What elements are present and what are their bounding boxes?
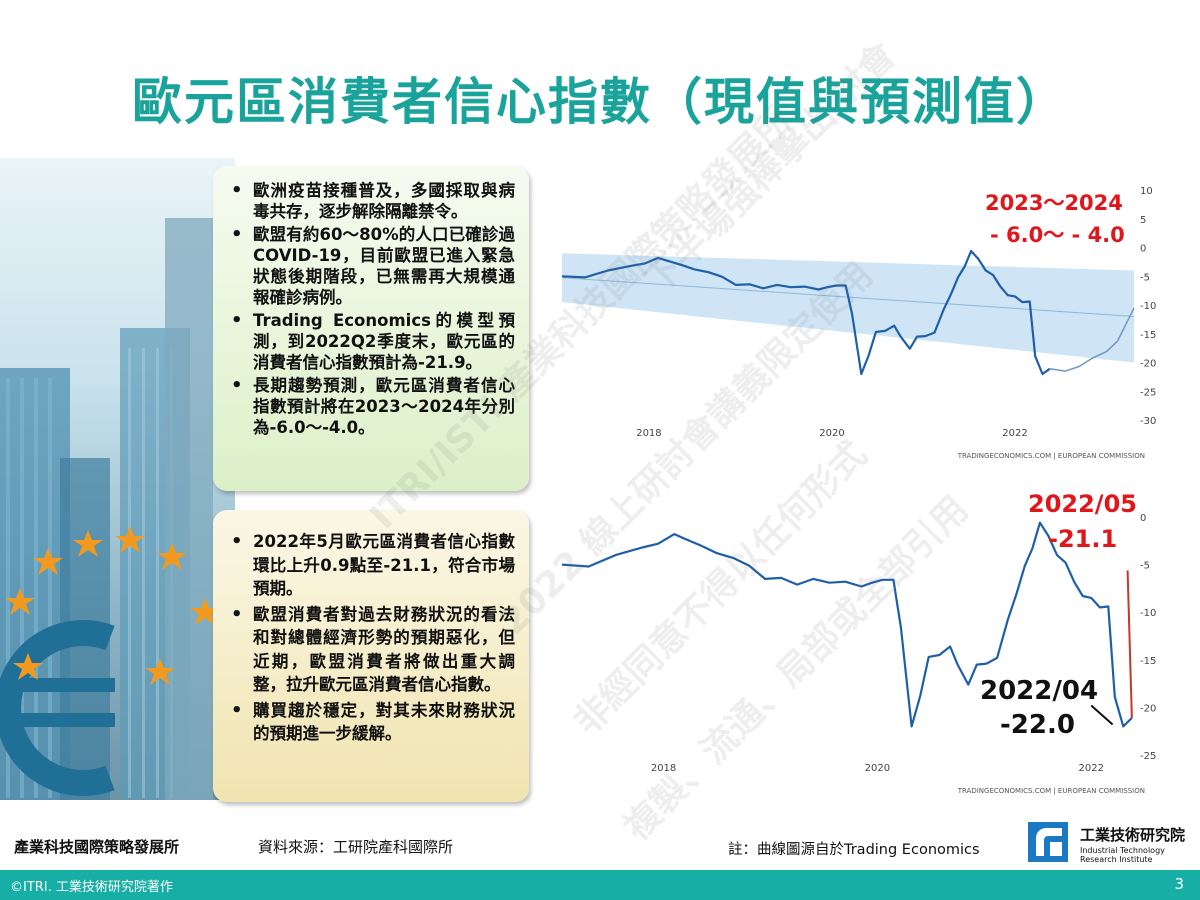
forecast-band: [562, 253, 1134, 363]
forecast-chart: 10 5 0 -5 -10 -15 -20 -25 -30 2018 2020 2022 TRADING…: [540, 178, 1170, 478]
summary-box-outlook: 歐洲疫苗接種普及，多國採取與病毒共存，逐步解除隔離禁令。 歐盟有約60～80%的…: [213, 166, 529, 491]
forecast-chart-svg: 10 5 0 -5 -10 -15 -20 -25 -30 2018 2020 2022 TRADING…: [540, 178, 1170, 478]
may-date-label: 2022/05: [1028, 490, 1137, 518]
x-tick-label: 2022: [1002, 428, 1027, 439]
footer-bar: [0, 870, 1200, 900]
current-chart-svg: 0 -5 -10 -15 -20 -25 2018 2020 2022 TRADINGECONOM…: [540, 505, 1170, 805]
summary-box-may: 2022年5月歐元區消費者信心指數環比上升0.9點至-21.1，符合市場預期。 …: [213, 510, 529, 802]
x-tick-label: 2022: [1079, 763, 1104, 774]
x-tick-label: 2020: [865, 763, 890, 774]
bullet-item: 購買趨於穩定，對其未來財務狀況的預期進一步緩解。: [231, 699, 515, 746]
y-tick-label: -5: [1140, 272, 1150, 283]
y-tick-label: 5: [1140, 215, 1146, 226]
bullet-item: 歐洲疫苗接種普及，多國採取與病毒共存，逐步解除隔離禁令。: [231, 180, 515, 222]
y-tick-label: -20: [1140, 359, 1156, 370]
x-tick-label: 2020: [819, 428, 844, 439]
series-line: [561, 249, 1051, 376]
y-tick-label: -30: [1140, 416, 1156, 427]
bullet-item: 歐盟有約60～80%的人口已確診過COVID-19，目前歐盟已進入緊急狀態後期階…: [231, 224, 515, 308]
apr-value-label: -22.0: [1000, 710, 1075, 740]
source-text: 資料來源：工研院產科國際所: [258, 838, 454, 856]
chart-source-label: TRADINGECONOMICS.COM | EUROPEAN COMMISSI…: [957, 787, 1145, 795]
y-tick-label: -10: [1140, 301, 1156, 312]
page-number: 3: [1174, 875, 1184, 893]
forecast-years-label: 2023～2024: [985, 191, 1123, 215]
y-tick-label: -25: [1140, 387, 1156, 398]
forecast-series-line: [1049, 307, 1135, 372]
logo-english: Industrial Technology Research Institute: [1080, 846, 1165, 864]
page-title: 歐元區消費者信心指數（現值與預測值）: [132, 73, 1068, 131]
chart-note: 註：曲線圖源自於Trading Economics: [728, 842, 980, 858]
x-tick-label: 2018: [636, 428, 661, 439]
bullet-item: 歐盟消費者對過去財務狀況的看法和對總體經濟形勢的預期惡化，但近期，歐盟消費者將做…: [231, 603, 515, 697]
y-tick-label: -20: [1140, 703, 1156, 714]
x-tick-label: 2018: [651, 763, 676, 774]
series-line: [561, 521, 1133, 728]
current-chart: 0 -5 -10 -15 -20 -25 2018 2020 2022 TRADINGECONOM…: [540, 505, 1170, 805]
y-tick-label: -15: [1140, 656, 1156, 667]
y-tick-label: 10: [1140, 186, 1153, 197]
bullet-item: 2022年5月歐元區消費者信心指數環比上升0.9點至-21.1，符合市場預期。: [231, 530, 515, 601]
forecast-range-label: - 6.0～ - 4.0: [990, 223, 1125, 247]
bullet-list: 歐洲疫苗接種普及，多國採取與病毒共存，逐步解除隔離禁令。 歐盟有約60～80%的…: [213, 166, 529, 438]
y-tick-label: 0: [1140, 513, 1146, 524]
chart-background: [540, 505, 1170, 805]
y-tick-label: -25: [1140, 751, 1156, 762]
org-name: 產業科技國際策略發展所: [14, 838, 180, 856]
bullet-list: 2022年5月歐元區消費者信心指數環比上升0.9點至-21.1，符合市場預期。 …: [213, 510, 529, 746]
chart-source-label: TRADINGECONOMICS.COM | EUROPEAN COMMISSI…: [957, 452, 1145, 460]
y-tick-label: 0: [1140, 244, 1146, 255]
bullet-item: 長期趨勢預測，歐元區消費者信心指數預計將在2023～2024年分別為-6.0～-…: [231, 375, 515, 438]
bullet-item: Trading Economics的模型預測，到2022Q2季度末，歐元區的消費…: [231, 310, 515, 373]
y-tick-label: -5: [1140, 561, 1150, 572]
logo-name: 工業技術研究院: [1080, 826, 1186, 844]
itri-logo-icon: [1028, 822, 1068, 862]
copyright: ©ITRI. 工業技術研究院著作: [10, 880, 173, 895]
apr-pointer-line: [1090, 704, 1114, 726]
y-tick-label: -10: [1140, 608, 1156, 619]
increase-marker-line: [1126, 570, 1133, 718]
apr-date-label: 2022/04: [980, 676, 1099, 706]
euro-sculpture-image: [0, 158, 235, 800]
y-tick-label: -15: [1140, 330, 1156, 341]
may-value-label: -21.1: [1048, 525, 1118, 553]
